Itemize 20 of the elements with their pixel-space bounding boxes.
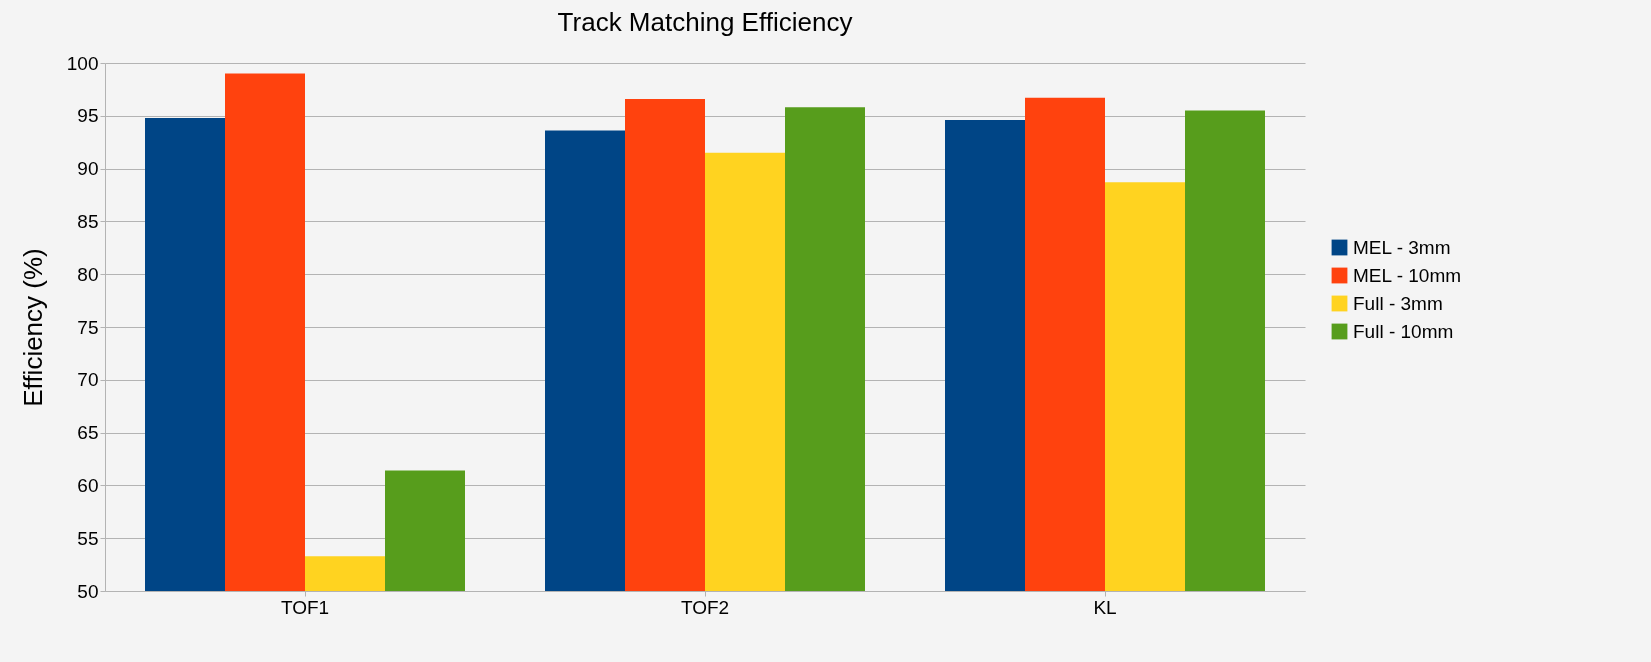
y-tick-label: 80 bbox=[77, 263, 99, 285]
y-tick-label: 60 bbox=[77, 474, 99, 496]
x-tick-label: TOF1 bbox=[280, 596, 330, 618]
chart-title: Track Matching Efficiency bbox=[557, 7, 853, 37]
legend-label: Full - 3mm bbox=[1353, 292, 1443, 314]
y-tick-label: 75 bbox=[77, 316, 99, 338]
y-tick-label: 95 bbox=[77, 105, 99, 127]
y-tick-label: 70 bbox=[77, 369, 99, 391]
y-tick-label: 85 bbox=[77, 210, 99, 232]
y-tick-label: 100 bbox=[66, 52, 99, 74]
y-axis-title: Efficiency (%) bbox=[17, 248, 48, 407]
y-tick-label: 55 bbox=[77, 527, 99, 549]
x-tick-label: TOF2 bbox=[680, 596, 730, 618]
legend-label: MEL - 3mm bbox=[1353, 236, 1451, 258]
legend-label: Full - 10mm bbox=[1353, 320, 1454, 342]
y-tick-label: 65 bbox=[77, 422, 99, 444]
y-tick-label: 50 bbox=[77, 580, 99, 602]
legend-label: MEL - 10mm bbox=[1353, 264, 1462, 286]
y-tick-label: 90 bbox=[77, 158, 99, 180]
x-tick-label: KL bbox=[1093, 596, 1117, 618]
